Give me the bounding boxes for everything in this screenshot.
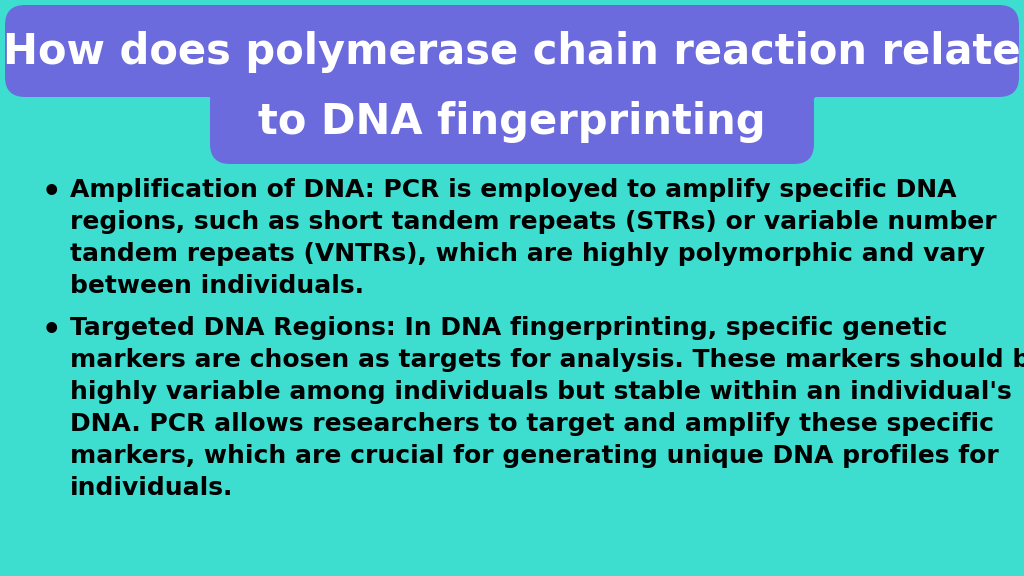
Text: markers, which are crucial for generating unique DNA profiles for: markers, which are crucial for generatin… xyxy=(70,444,998,468)
Text: Targeted DNA Regions: In DNA fingerprinting, specific genetic: Targeted DNA Regions: In DNA fingerprint… xyxy=(70,316,947,340)
Text: markers are chosen as targets for analysis. These markers should be: markers are chosen as targets for analys… xyxy=(70,348,1024,372)
FancyBboxPatch shape xyxy=(5,5,1019,97)
Text: between individuals.: between individuals. xyxy=(70,274,364,298)
Text: How does polymerase chain reaction relate: How does polymerase chain reaction relat… xyxy=(3,31,1021,73)
Text: to DNA fingerprinting: to DNA fingerprinting xyxy=(258,101,766,143)
FancyBboxPatch shape xyxy=(210,82,814,164)
Text: tandem repeats (VNTRs), which are highly polymorphic and vary: tandem repeats (VNTRs), which are highly… xyxy=(70,242,985,266)
Text: DNA. PCR allows researchers to target and amplify these specific: DNA. PCR allows researchers to target an… xyxy=(70,412,994,436)
Text: Amplification of DNA: PCR is employed to amplify specific DNA: Amplification of DNA: PCR is employed to… xyxy=(70,178,956,202)
Text: •: • xyxy=(42,316,61,345)
Text: individuals.: individuals. xyxy=(70,476,233,500)
Text: regions, such as short tandem repeats (STRs) or variable number: regions, such as short tandem repeats (S… xyxy=(70,210,996,234)
Text: •: • xyxy=(42,178,61,207)
Text: highly variable among individuals but stable within an individual's: highly variable among individuals but st… xyxy=(70,380,1012,404)
